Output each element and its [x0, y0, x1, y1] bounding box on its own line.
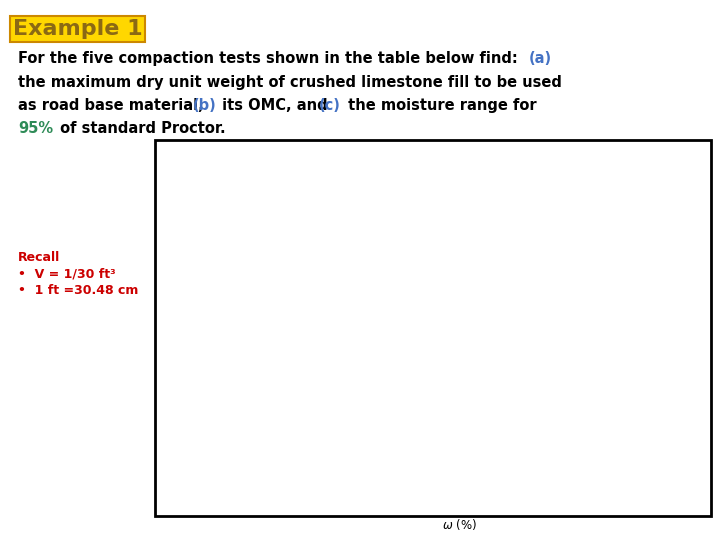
- Text: For the five compaction tests shown in the table below find:: For the five compaction tests shown in t…: [18, 51, 523, 66]
- Point: [422, 284, 433, 292]
- Text: the maximum dry unit weight of crushed limestone fill to be used: the maximum dry unit weight of crushed l…: [18, 75, 562, 90]
- Text: $(kN/m^{-3})$: $(kN/m^{-3})$: [230, 253, 275, 268]
- Text: $\gamma_{d_{max}}$ =13.5kN/m$^{-3}$: $\gamma_{d_{max}}$ =13.5kN/m$^{-3}$: [584, 270, 675, 287]
- Point: [526, 347, 538, 355]
- Text: ∴  moisture range 20% to 36%: ∴ moisture range 20% to 36%: [312, 499, 501, 509]
- Text: •  1 ft =30.48 cm: • 1 ft =30.48 cm: [18, 284, 138, 296]
- Text: (a): (a): [529, 51, 552, 66]
- Text: (c): (c): [319, 98, 341, 113]
- Text: 95%: 95%: [18, 121, 53, 136]
- Text: $\gamma_d$=12.83: $\gamma_d$=12.83: [474, 377, 515, 390]
- Text: Recall: Recall: [18, 251, 60, 264]
- Text: 95% Std. Proctor=: 95% Std. Proctor=: [324, 381, 404, 390]
- Point: [609, 442, 621, 451]
- Text: as road base material,: as road base material,: [18, 98, 209, 113]
- Text: Example 1: Example 1: [13, 19, 143, 39]
- Text: OMC=28%: OMC=28%: [444, 254, 501, 264]
- Text: its OMC, and: its OMC, and: [217, 98, 333, 113]
- X-axis label: $\omega$ (%): $\omega$ (%): [441, 517, 477, 532]
- Text: kN: kN: [536, 380, 545, 386]
- Point: [256, 395, 267, 403]
- Text: Example 1: Example 1: [13, 19, 143, 39]
- Text: (b): (b): [193, 98, 217, 113]
- Text: •  V = 1/30 ft³: • V = 1/30 ft³: [18, 267, 116, 280]
- Text: $\gamma_d$: $\gamma_d$: [230, 226, 245, 240]
- Text: the moisture range for: the moisture range for: [343, 98, 537, 113]
- Point: [338, 315, 350, 324]
- Text: of standard Proctor.: of standard Proctor.: [55, 121, 225, 136]
